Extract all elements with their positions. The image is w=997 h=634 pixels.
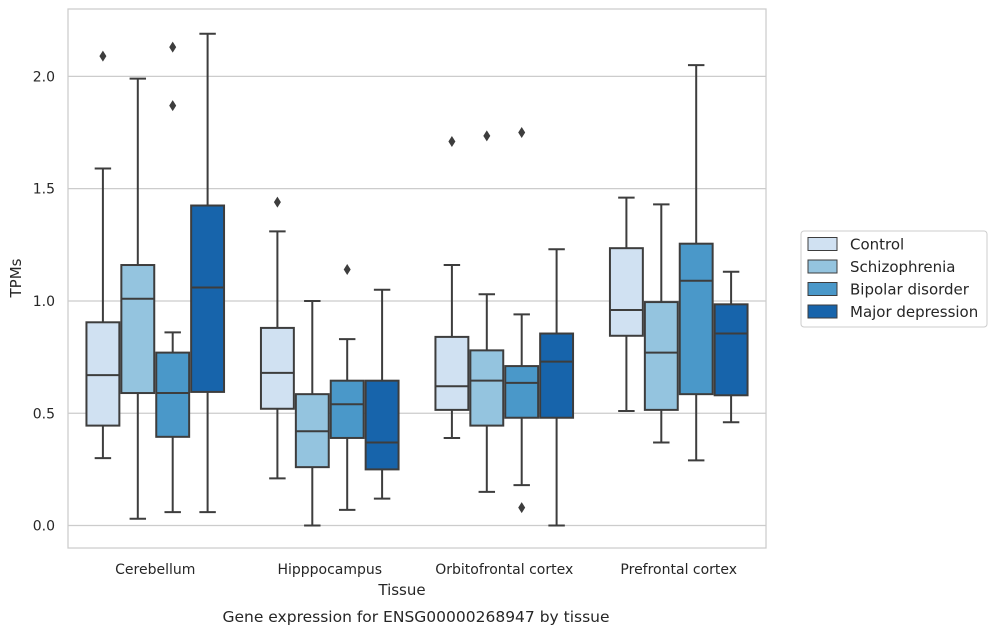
iqr-box xyxy=(85,321,121,427)
y-tick-label: 0.5 xyxy=(33,406,55,422)
legend: Control Schizophrenia Bipolar disorder Majo… xyxy=(800,230,988,328)
legend-label: Control xyxy=(850,236,904,254)
x-tick-label: Cerebellum xyxy=(115,562,195,578)
box-schizophrenia xyxy=(643,203,679,444)
legend-swatch xyxy=(807,304,838,319)
x-tick-labels: Cerebellum Hipppocampus Orbitofrontal cort… xyxy=(115,562,737,578)
y-tick-label: 1.5 xyxy=(33,182,55,198)
x-tick-label: Orbitofrontal cortex xyxy=(435,562,573,578)
iqr-box xyxy=(539,332,575,419)
iqr-box xyxy=(713,303,749,397)
iqr-box xyxy=(120,264,156,395)
y-tick-label: 1.0 xyxy=(33,294,55,310)
outlier-point xyxy=(273,196,281,208)
box-bipolar-disorder xyxy=(504,127,540,514)
y-tick-label: 0.0 xyxy=(33,519,55,535)
box-schizophrenia xyxy=(294,299,330,527)
box-bipolar-disorder xyxy=(155,41,191,514)
box-bipolar-disorder xyxy=(329,264,365,511)
iqr-box xyxy=(259,326,295,410)
box-bipolar-disorder xyxy=(678,64,714,462)
outlier-point xyxy=(518,502,526,514)
iqr-box xyxy=(643,301,679,411)
outlier-point xyxy=(99,50,107,62)
iqr-box xyxy=(329,379,365,439)
y-tick-label: 2.0 xyxy=(33,69,55,85)
iqr-box xyxy=(504,365,540,419)
box-control xyxy=(608,196,644,413)
box-major-depression xyxy=(713,270,749,424)
iqr-box xyxy=(190,204,226,393)
legend-frame xyxy=(800,230,988,328)
outlier-point xyxy=(483,130,491,142)
legend-swatch xyxy=(807,259,838,274)
iqr-box xyxy=(434,335,470,411)
x-tick-label: Prefrontal cortex xyxy=(620,562,737,578)
iqr-box xyxy=(364,379,400,471)
y-axis-title: TPMs xyxy=(7,258,25,298)
box-control xyxy=(85,50,121,460)
outlier-point xyxy=(343,264,351,276)
outlier-point xyxy=(448,136,456,148)
legend-swatch xyxy=(807,237,838,251)
legend-label: Bipolar disorder xyxy=(850,281,970,299)
x-axis-title: Tissue xyxy=(377,581,425,599)
box-control xyxy=(259,196,295,480)
legend-swatch xyxy=(807,282,838,296)
figure-caption: Gene expression for ENSG00000268947 by t… xyxy=(222,608,609,626)
outlier-point xyxy=(518,127,526,139)
box-major-depression xyxy=(364,288,400,500)
box-major-depression xyxy=(539,248,575,527)
legend-label: Major depression xyxy=(850,303,978,321)
box-schizophrenia xyxy=(469,130,505,493)
iqr-box xyxy=(678,242,714,396)
box-major-depression xyxy=(190,32,226,514)
y-tick-labels: 0.0 0.5 1.0 1.5 2.0 xyxy=(33,69,55,534)
plot-frame xyxy=(67,8,767,549)
box-schizophrenia xyxy=(120,77,156,520)
iqr-box xyxy=(469,349,505,427)
outlier-point xyxy=(169,100,177,112)
iqr-box xyxy=(155,351,191,438)
outlier-point xyxy=(169,41,177,53)
boxes-layer xyxy=(85,32,749,527)
box-control xyxy=(434,136,470,439)
iqr-box xyxy=(608,247,644,337)
legend-label: Schizophrenia xyxy=(850,258,955,276)
x-tick-label: Hipppocampus xyxy=(277,562,382,578)
